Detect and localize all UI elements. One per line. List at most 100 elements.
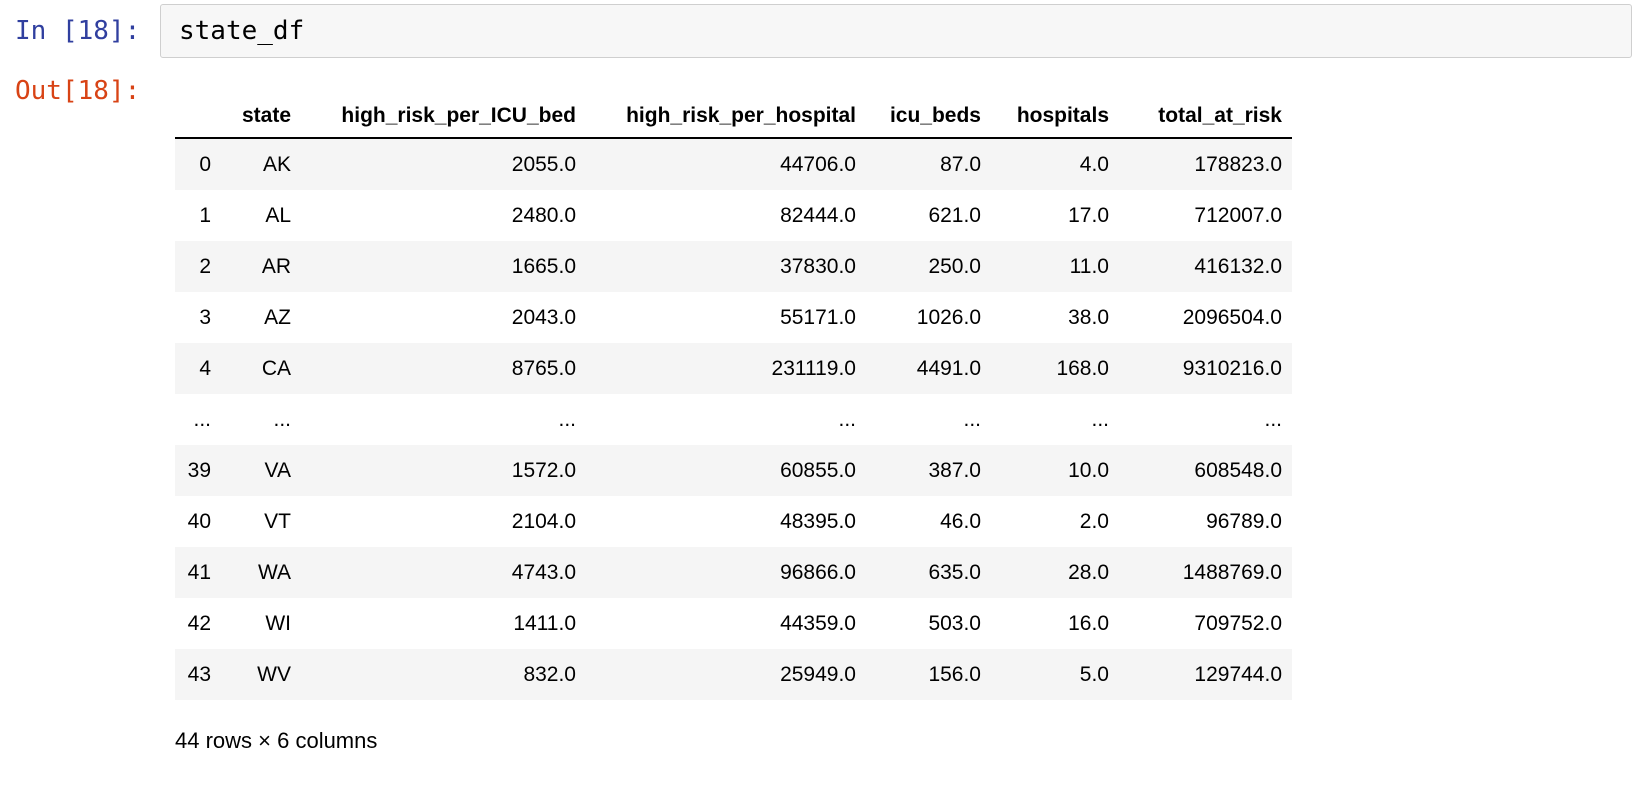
code-cell-output-row: Out[18]: state high_risk_per_ICU_bed high_… [0, 74, 1632, 754]
table-cell: ... [558, 408, 576, 431]
table-row: 40 VT 2104.0 48395.0 46.0 2.0 96789.0 [175, 496, 1292, 547]
row-index-cell: 43 [187, 663, 211, 686]
table-cell: WA [257, 561, 291, 584]
table-cell: 156.0 [928, 663, 981, 686]
table-cell: 25949.0 [780, 663, 856, 686]
table-cell: 503.0 [928, 612, 981, 635]
table-cell: 4.0 [1079, 153, 1109, 176]
table-cell: 38.0 [1068, 306, 1109, 329]
table-cell: 250.0 [928, 255, 981, 278]
table-cell: 2055.0 [511, 153, 576, 176]
table-cell: 1488769.0 [1182, 561, 1282, 584]
table-cell: ... [1264, 408, 1282, 431]
notebook-cell: In [18]: state_df Out[18]: state high_ris… [0, 4, 1632, 754]
index-header-cell [175, 94, 221, 139]
table-cell: 1665.0 [511, 255, 576, 278]
code-text[interactable]: state_df [179, 16, 305, 46]
table-cell: 87.0 [940, 153, 981, 176]
code-cell-input-row: In [18]: state_df [0, 4, 1632, 58]
table-cell: 832.0 [523, 663, 576, 686]
table-cell: VT [264, 510, 291, 533]
table-cell: 5.0 [1079, 663, 1109, 686]
row-index-cell: 40 [187, 510, 211, 533]
table-cell: 231119.0 [771, 357, 856, 380]
table-cell: 1026.0 [916, 306, 981, 329]
table-cell: AL [265, 204, 291, 227]
table-cell: 11.0 [1069, 255, 1109, 278]
row-index-cell: 0 [199, 153, 211, 176]
table-cell: 60855.0 [780, 459, 856, 482]
row-index-cell: 41 [187, 561, 211, 584]
row-index-cell: 2 [199, 255, 211, 278]
code-editor[interactable]: state_df [160, 4, 1632, 58]
table-cell: 4491.0 [916, 357, 981, 380]
table-cell: ... [273, 408, 291, 431]
table-cell: 1572.0 [511, 459, 576, 482]
table-row: 3 AZ 2043.0 55171.0 1026.0 38.0 2096504.0 [175, 292, 1292, 343]
table-header: state high_risk_per_ICU_bed high_risk_per_… [175, 94, 1292, 139]
table-row: 0 AK 2055.0 44706.0 87.0 4.0 178823.0 [175, 138, 1292, 190]
table-cell: ... [963, 408, 981, 431]
table-cell: 44359.0 [780, 612, 856, 635]
table-cell: ... [838, 408, 856, 431]
table-row: 1 AL 2480.0 82444.0 621.0 17.0 712007.0 [175, 190, 1292, 241]
table-cell: 129744.0 [1194, 663, 1282, 686]
table-cell: 168.0 [1056, 357, 1109, 380]
table-cell: 55171.0 [780, 306, 856, 329]
table-cell: 2043.0 [511, 306, 576, 329]
dataframe-shape-note: 44 rows × 6 columns [175, 728, 378, 753]
row-index-cell: 1 [199, 204, 211, 227]
table-cell: 16.0 [1068, 612, 1109, 635]
column-header: icu_beds [866, 94, 991, 139]
output-area: state high_risk_per_ICU_bed high_risk_per_… [160, 74, 1632, 754]
column-header: total_at_risk [1119, 94, 1292, 139]
row-index-cell: 4 [199, 357, 211, 380]
table-cell: 416132.0 [1194, 255, 1282, 278]
table-cell: 8765.0 [511, 357, 576, 380]
table-cell: 17.0 [1068, 204, 1109, 227]
table-cell: 48395.0 [780, 510, 856, 533]
table-body: 0 AK 2055.0 44706.0 87.0 4.0 178823.0 1 AL 2480.0… [175, 138, 1292, 700]
table-cell: 10.0 [1068, 459, 1109, 482]
column-header: high_risk_per_ICU_bed [301, 94, 586, 139]
table-cell: 82444.0 [780, 204, 856, 227]
table-cell: 2.0 [1079, 510, 1109, 533]
table-cell: 96789.0 [1206, 510, 1282, 533]
table-row: 42 WI 1411.0 44359.0 503.0 16.0 709752.0 [175, 598, 1292, 649]
table-cell: 178823.0 [1194, 153, 1282, 176]
table-cell: WI [265, 612, 291, 635]
table-cell: 9310216.0 [1182, 357, 1282, 380]
table-cell: 635.0 [928, 561, 981, 584]
table-row: 39 VA 1572.0 60855.0 387.0 10.0 608548.0 [175, 445, 1292, 496]
column-header: hospitals [991, 94, 1119, 139]
table-row: 4 CA 8765.0 231119.0 4491.0 168.0 9310216.0 [175, 343, 1292, 394]
table-cell: CA [261, 357, 291, 380]
table-cell: 387.0 [928, 459, 981, 482]
table-cell: 2096504.0 [1182, 306, 1282, 329]
table-cell: 28.0 [1068, 561, 1109, 584]
table-cell: 2480.0 [511, 204, 576, 227]
table-cell: 621.0 [928, 204, 981, 227]
table-cell: 608548.0 [1194, 459, 1282, 482]
table-cell: 2104.0 [511, 510, 576, 533]
table-cell: 712007.0 [1194, 204, 1282, 227]
table-cell: 44706.0 [780, 153, 856, 176]
column-header: state [221, 94, 301, 139]
table-cell: WV [257, 663, 291, 686]
table-cell: AZ [264, 306, 291, 329]
table-cell: VA [264, 459, 291, 482]
table-cell: AR [261, 255, 291, 278]
table-cell: 1411.0 [513, 612, 576, 635]
table-row: ..................... [175, 394, 1292, 445]
row-index-cell: ... [193, 408, 211, 431]
table-cell: 4743.0 [511, 561, 576, 584]
table-row: 43 WV 832.0 25949.0 156.0 5.0 129744.0 [175, 649, 1292, 700]
table-row: 2 AR 1665.0 37830.0 250.0 11.0 416132.0 [175, 241, 1292, 292]
input-prompt: In [18]: [15, 16, 141, 46]
table-cell: AK [262, 153, 291, 176]
table-row: 41 WA 4743.0 96866.0 635.0 28.0 1488769.0 [175, 547, 1292, 598]
output-prompt: Out[18]: [15, 76, 141, 106]
row-index-cell: 39 [187, 459, 211, 482]
row-index-cell: 42 [187, 612, 211, 635]
table-cell: 37830.0 [780, 255, 856, 278]
